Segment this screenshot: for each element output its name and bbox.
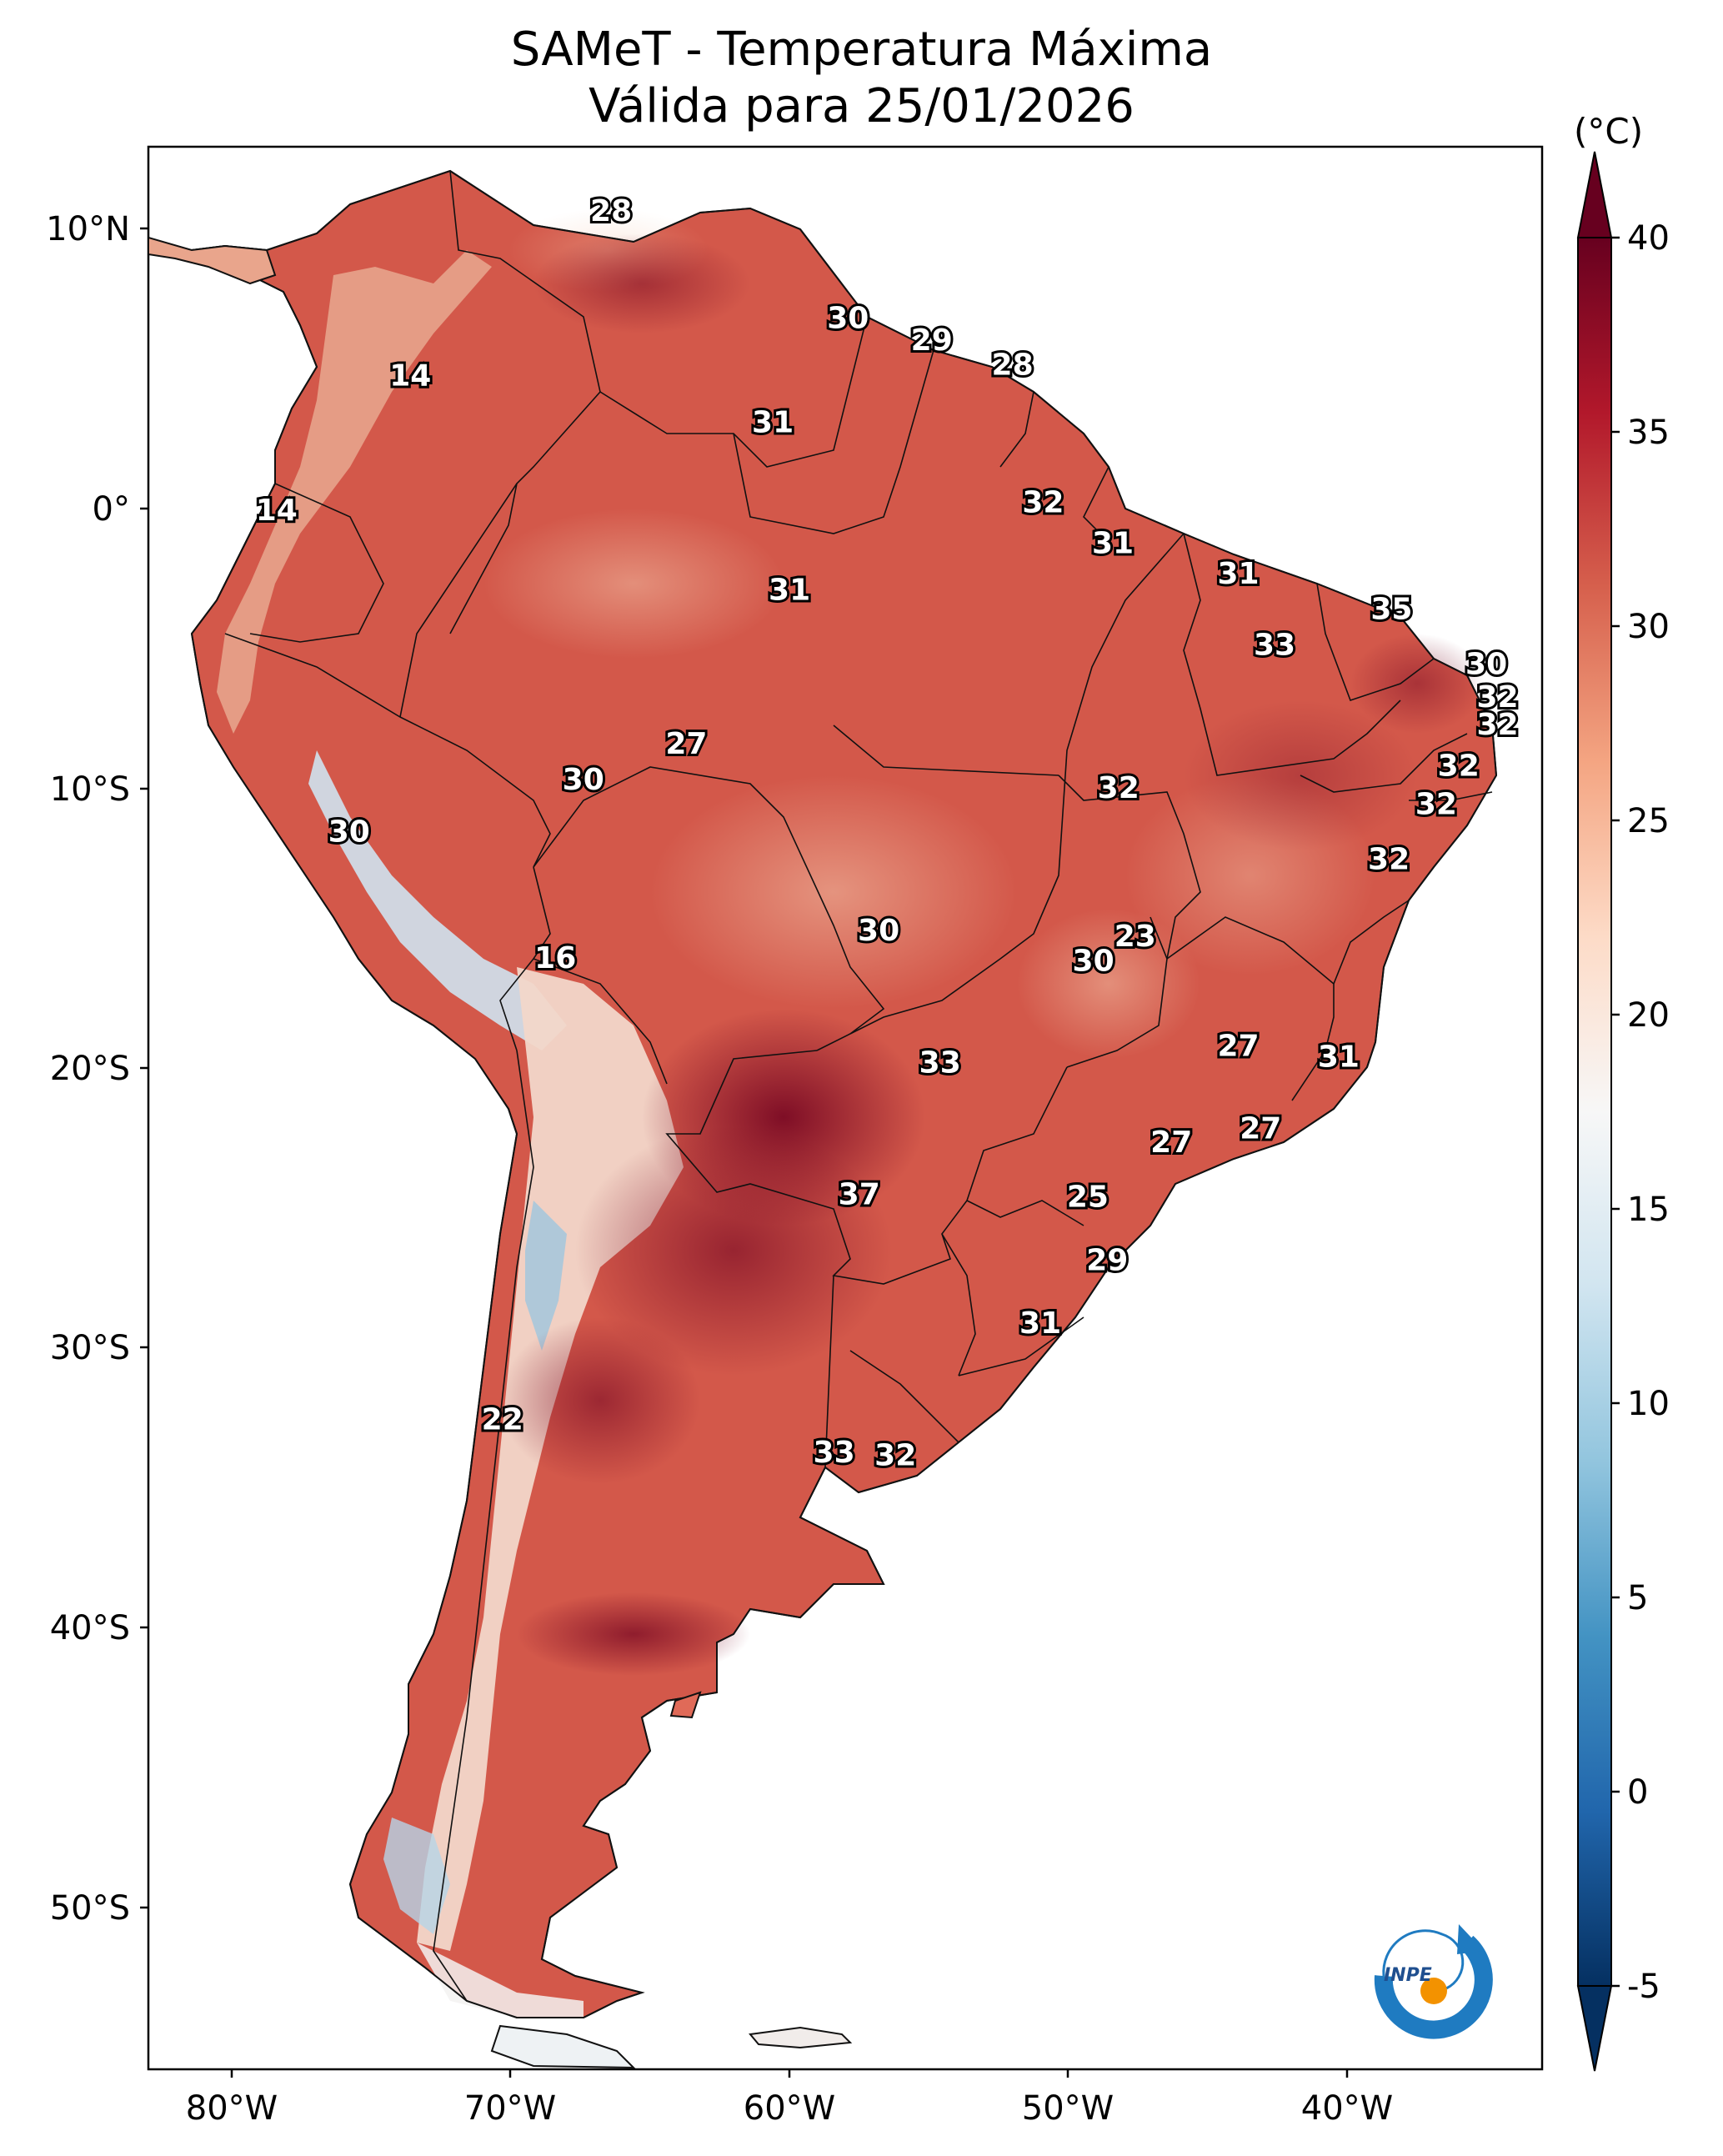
x-tick-label: 70°W [464,2089,556,2128]
central-america-land [148,236,277,285]
temperature-label: 29 [1086,1244,1128,1278]
logo-arrow-icon [1457,1924,1484,1954]
colorbar-tick-label: 15 [1627,1191,1670,1229]
island [490,2024,636,2069]
country-borders [224,170,1493,2002]
y-tick-label: 20°S [50,1050,130,1088]
temperature-label: 31 [769,574,810,608]
temperature-label: 30 [1465,648,1507,682]
colorbar-gradient [1577,237,1612,1987]
temperature-label: 22 [482,1403,523,1437]
temperature-label: 27 [1150,1126,1192,1160]
temperature-label: 28 [992,348,1034,383]
temperature-label: 31 [1092,527,1134,561]
temperature-label: 32 [1476,680,1518,714]
y-tick-label: 50°S [50,1889,130,1928]
temperature-label: 32 [874,1438,916,1472]
temperature-label: 14 [256,494,298,528]
temperature-label: 37 [839,1177,880,1211]
colorbar-tick-label: 40 [1627,219,1670,258]
x-tick-label: 50°W [1022,2089,1114,2128]
island [749,2026,853,2049]
figure-subtitle: Válida para 25/01/2026 [589,79,1134,133]
logo-dot-icon [1420,1978,1447,2004]
x-axis [230,2069,1349,2078]
temperature-label: 33 [814,1436,855,1470]
temperature-label: 32 [1368,843,1410,877]
temperature-label: 16 [534,941,576,975]
temperature-label: 30 [328,815,370,850]
figure-title: SAMeT - Temperatura Máxima [510,23,1213,77]
colorbar-unit-label: (°C) [1574,111,1643,152]
x-tick-label: 40°W [1301,2089,1393,2128]
temperature-label: 25 [1067,1181,1109,1215]
temperature-label: 28 [590,194,632,228]
temperature-label: 32 [1438,750,1480,784]
temperature-label: 23 [1114,920,1156,954]
temperature-label: 27 [665,727,707,761]
colorbar-tick-label: 0 [1627,1773,1648,1812]
colorbar-tick-label: 10 [1627,1385,1670,1423]
logo-text: INPE [1384,1965,1432,1986]
colorbar-lower-extension [1576,1985,1613,2072]
colorbar-tick-label: 25 [1627,802,1670,840]
inpe-logo: INPE [1374,1924,1493,2039]
y-tick-label: 10°N [46,210,130,248]
colorbar-tick-label: 5 [1627,1579,1648,1617]
temperature-label: 30 [1073,944,1114,978]
colorbar-tick-label: 20 [1627,996,1670,1035]
temperature-label: 33 [1254,629,1295,663]
y-axis [140,227,148,1909]
colorbar: 40 35 30 25 20 15 10 5 0 -5 (°C) [1574,111,1670,2072]
temperature-label: 32 [1022,485,1064,519]
temperature-label: 33 [919,1045,961,1080]
logo-swirl [1374,1935,1493,2039]
temperature-label: 30 [827,302,869,336]
y-tick-label: 40°S [50,1609,130,1647]
temperature-label: 27 [1240,1111,1281,1146]
x-tick-label: 80°W [186,2089,278,2128]
temperature-label: 32 [1098,771,1139,805]
temperature-label: 32 [1415,788,1457,822]
temperature-label: 35 [1370,593,1412,627]
temperature-label: 27 [1217,1030,1259,1064]
temperature-label: 29 [911,323,953,358]
temperature-label: 31 [752,406,794,440]
temperature-label: 31 [1318,1040,1360,1075]
colorbar-tick-label: 35 [1627,414,1670,452]
colorbar-tick-label: -5 [1627,1968,1660,2006]
y-tick-label: 30°S [50,1329,130,1367]
colorbar-upper-extension [1576,151,1613,238]
x-tick-label: 60°W [744,2089,835,2128]
temperature-label: 30 [858,914,899,948]
temperature-label: 30 [563,763,604,797]
temperature-label: 31 [1019,1306,1061,1341]
temperature-label: 31 [1217,557,1259,591]
y-tick-label: 0° [93,490,130,529]
colorbar-tick-label: 30 [1627,608,1670,646]
island [669,1691,702,1719]
temperature-label: 32 [1476,708,1518,742]
temperature-label: 14 [389,359,431,394]
y-tick-label: 10°S [50,770,130,809]
temperature-field [217,208,1484,2018]
